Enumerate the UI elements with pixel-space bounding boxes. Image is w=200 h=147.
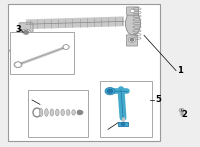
Text: 2: 2 — [181, 110, 187, 119]
FancyBboxPatch shape — [8, 4, 160, 141]
Circle shape — [63, 45, 69, 49]
Circle shape — [121, 123, 125, 125]
Circle shape — [179, 108, 184, 112]
Circle shape — [10, 49, 14, 52]
Text: 5: 5 — [155, 95, 161, 105]
FancyBboxPatch shape — [126, 35, 138, 46]
FancyBboxPatch shape — [126, 7, 139, 15]
Ellipse shape — [55, 109, 59, 116]
Ellipse shape — [126, 12, 140, 35]
Ellipse shape — [45, 109, 48, 116]
Ellipse shape — [50, 109, 54, 116]
Circle shape — [107, 89, 113, 93]
Circle shape — [16, 63, 20, 66]
Text: 4: 4 — [27, 95, 33, 105]
FancyBboxPatch shape — [10, 32, 74, 74]
Circle shape — [128, 37, 136, 42]
Circle shape — [130, 38, 134, 41]
FancyBboxPatch shape — [19, 23, 33, 42]
Circle shape — [22, 29, 30, 36]
FancyBboxPatch shape — [100, 81, 152, 137]
Ellipse shape — [33, 108, 41, 117]
Ellipse shape — [72, 110, 75, 115]
Ellipse shape — [61, 109, 65, 116]
Ellipse shape — [66, 110, 70, 115]
Circle shape — [105, 87, 115, 95]
Circle shape — [130, 9, 135, 13]
Circle shape — [64, 46, 68, 48]
Text: 6: 6 — [101, 125, 107, 134]
Circle shape — [24, 31, 28, 34]
FancyBboxPatch shape — [118, 122, 128, 126]
FancyBboxPatch shape — [28, 90, 88, 137]
Ellipse shape — [39, 108, 43, 116]
Circle shape — [14, 62, 22, 68]
Text: 1: 1 — [177, 66, 183, 75]
Text: 3: 3 — [15, 25, 21, 34]
Circle shape — [77, 111, 83, 114]
Ellipse shape — [77, 110, 81, 115]
